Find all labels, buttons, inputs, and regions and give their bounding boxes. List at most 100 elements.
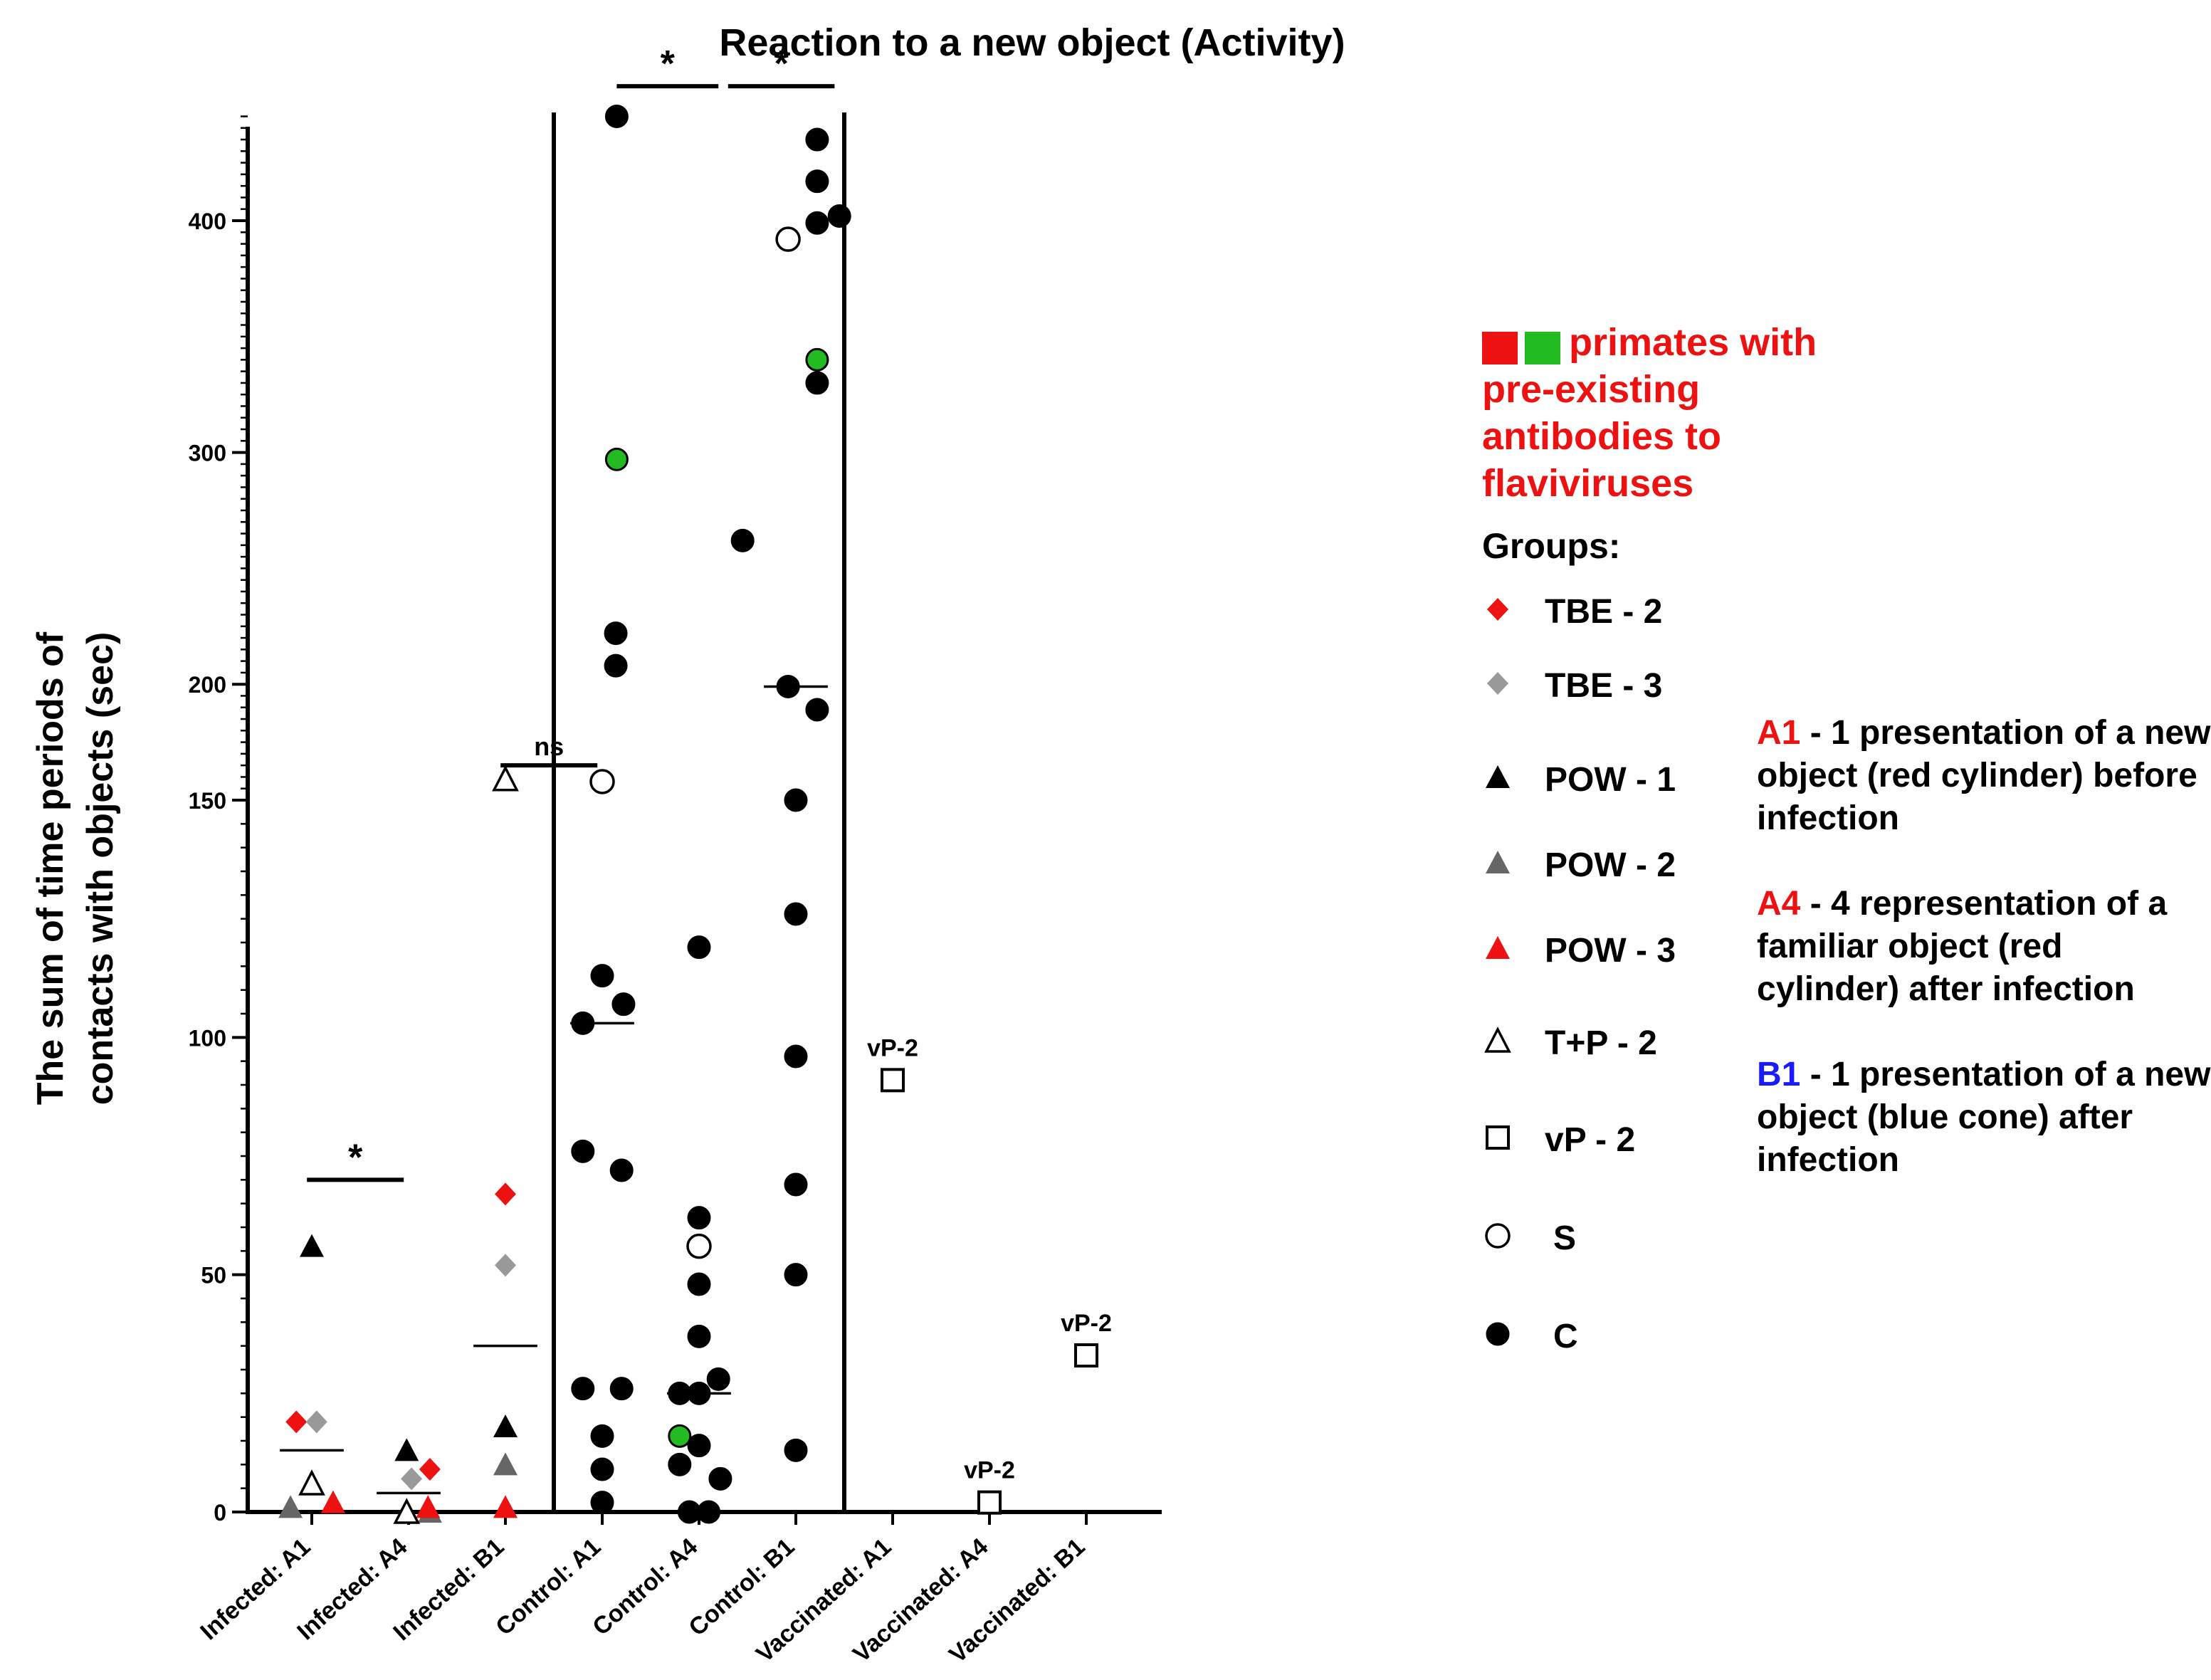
note-b1-text: - 1 presentation of a new object (blue c…	[1757, 1056, 2211, 1179]
data-point	[730, 528, 755, 552]
significance-label: ns	[534, 732, 564, 761]
data-point	[1074, 1343, 1098, 1367]
y-tick-label: 400	[189, 209, 226, 234]
data-point	[708, 1466, 732, 1491]
legend-label: C	[1553, 1318, 1578, 1355]
data-point	[784, 1263, 808, 1287]
data-point	[805, 371, 829, 395]
y-tick-label: 0	[214, 1500, 226, 1526]
legend-label: T+P - 2	[1545, 1024, 1657, 1062]
significance-bars: * ns * *	[307, 43, 835, 1182]
y-tick-label: 50	[201, 1263, 226, 1288]
antibody-note: primates with pre-existing antibodies to…	[1482, 319, 1817, 507]
data-point	[604, 621, 628, 646]
data-point	[495, 1182, 516, 1206]
data-point	[697, 1500, 721, 1524]
legend-label: POW - 1	[1545, 761, 1676, 799]
legend-marker	[1486, 765, 1510, 788]
data-point	[668, 1424, 692, 1448]
data-point	[493, 1452, 518, 1476]
data-point	[687, 1272, 711, 1296]
data-point	[687, 1206, 711, 1230]
data-points	[278, 104, 1098, 1524]
point-label: vP-2	[964, 1457, 1015, 1484]
data-point	[609, 1377, 634, 1401]
legend-marker	[1485, 1223, 1511, 1249]
data-point	[589, 769, 615, 794]
legend-marker	[1486, 1125, 1510, 1150]
data-point	[977, 1490, 1002, 1515]
data-point	[668, 1452, 692, 1476]
antibody-note-line4: flaviviruses	[1482, 462, 1694, 505]
point-label: vP-2	[1061, 1310, 1112, 1337]
data-point	[881, 1068, 905, 1093]
y-axis-label-line1: The sum of time periods of	[30, 631, 71, 1105]
data-point	[278, 1495, 303, 1518]
legend-label: POW - 3	[1545, 932, 1676, 970]
data-point	[393, 1498, 421, 1524]
legend-label: vP - 2	[1545, 1121, 1636, 1159]
data-point	[590, 1457, 614, 1481]
data-point	[805, 169, 829, 194]
y-tick-label: 200	[189, 672, 226, 698]
data-point	[571, 1377, 595, 1401]
legend-label: TBE - 3	[1545, 667, 1663, 705]
legend-marker	[1486, 936, 1510, 959]
antibody-note-line3: antibodies to	[1482, 415, 1721, 458]
data-point	[590, 964, 614, 988]
data-point	[493, 1414, 518, 1437]
legend-marker	[1487, 598, 1508, 621]
data-point	[571, 1139, 595, 1163]
data-point	[611, 992, 636, 1017]
data-point	[300, 1234, 324, 1257]
data-point	[687, 1381, 711, 1405]
antibody-red-swatch	[1482, 332, 1518, 364]
significance-label: *	[774, 43, 789, 85]
note-b1-key: B1	[1757, 1056, 1801, 1093]
data-point	[784, 1044, 808, 1069]
point-label: vP-2	[867, 1034, 918, 1061]
data-point	[686, 1233, 712, 1259]
y-axis-label-line2: contacts with objects (sec)	[80, 632, 121, 1106]
antibody-green-swatch	[1525, 332, 1560, 364]
data-point	[805, 211, 829, 235]
data-point	[784, 1438, 808, 1462]
y-tick-label: 300	[189, 441, 226, 466]
data-point	[492, 765, 519, 792]
data-point	[590, 1424, 614, 1448]
data-point	[775, 226, 801, 252]
x-tick-label: Control: A1	[490, 1533, 606, 1641]
data-point	[394, 1438, 419, 1461]
data-point	[784, 1172, 808, 1197]
data-point	[571, 1011, 595, 1035]
note-a4-key: A4	[1757, 885, 1801, 923]
data-point	[419, 1458, 441, 1481]
y-tick-label: 150	[189, 788, 226, 814]
y-ticks: 0 50 100 150 200 300 400	[189, 115, 248, 1526]
data-point	[668, 1381, 692, 1405]
data-point	[805, 347, 829, 372]
note-b1: B1 - 1 presentation of a new object (blu…	[1757, 1054, 2211, 1182]
data-point	[495, 1254, 516, 1277]
legend-marker	[1486, 1322, 1510, 1346]
axes	[246, 127, 1162, 1514]
data-point	[827, 204, 851, 228]
note-a1-key: A1	[1757, 714, 1801, 752]
data-point	[493, 1495, 518, 1518]
data-point	[285, 1410, 308, 1434]
significance-label: *	[348, 1137, 363, 1178]
chart-title: Reaction to a new object (Activity)	[719, 21, 1345, 64]
legend-marker	[1484, 1027, 1511, 1053]
data-point	[604, 653, 628, 678]
data-point	[784, 788, 808, 812]
note-a4: A4 - 4 representation of a familiar obje…	[1757, 883, 2211, 1011]
note-a4-text: - 4 representation of a familiar object …	[1757, 885, 2168, 1008]
data-point	[416, 1495, 441, 1518]
data-point	[401, 1467, 423, 1491]
point-labels: vP-2 vP-2 vP-2	[867, 1034, 1112, 1484]
data-point	[298, 1469, 325, 1496]
legend-marker	[1486, 851, 1510, 873]
legend-label: POW - 2	[1545, 846, 1676, 884]
data-point	[604, 104, 629, 128]
